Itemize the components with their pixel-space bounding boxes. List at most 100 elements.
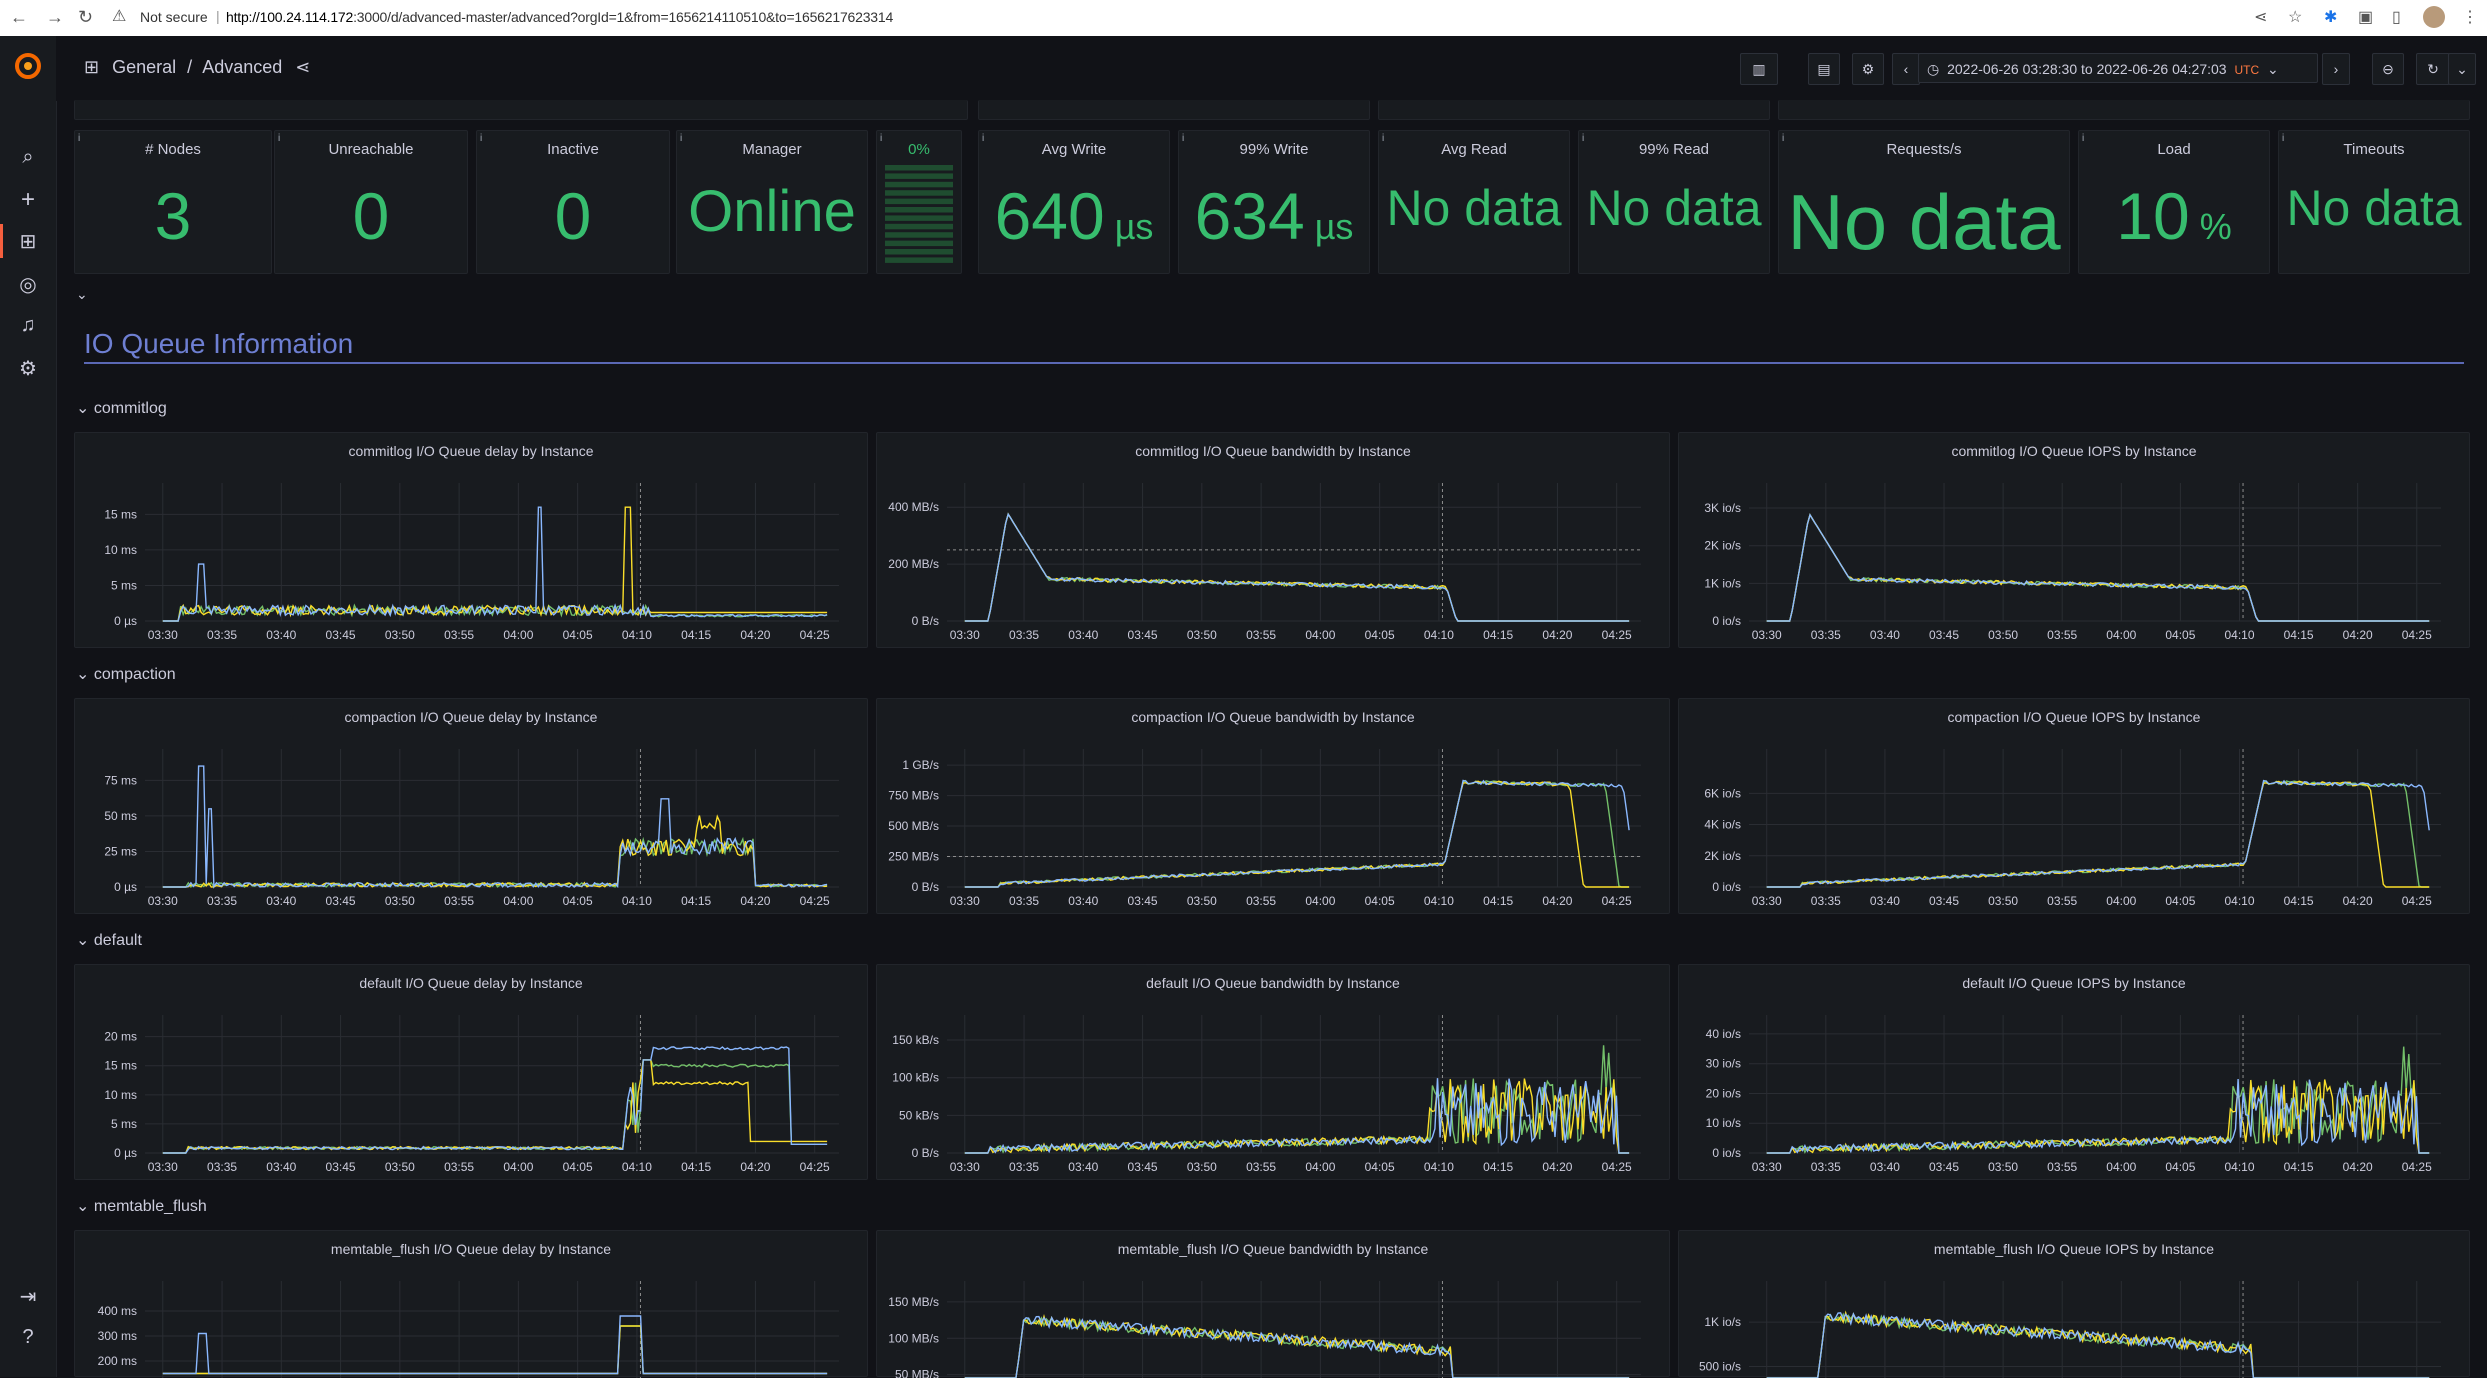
x-tick-label: 04:20 bbox=[740, 894, 770, 908]
x-tick-label: 03:55 bbox=[1246, 1160, 1276, 1174]
y-tick-label: 0 io/s bbox=[1712, 1146, 1741, 1160]
help-icon[interactable]: ? bbox=[17, 1326, 39, 1349]
clock-icon: ◷ bbox=[1927, 61, 1939, 77]
graph-panel[interactable]: memtable_flush I/O Queue delay by Instan… bbox=[74, 1230, 868, 1377]
x-tick-label: 04:10 bbox=[2224, 1160, 2254, 1174]
puzzle-icon[interactable]: ▣ bbox=[2358, 7, 2373, 27]
x-tick-label: 04:25 bbox=[1602, 1160, 1632, 1174]
back-icon[interactable]: ← bbox=[10, 7, 28, 28]
alerting-bell-icon[interactable]: ♫ bbox=[17, 314, 39, 337]
panel-partial-1 bbox=[74, 100, 968, 120]
create-plus-icon[interactable]: + bbox=[17, 186, 39, 214]
row-header[interactable]: ⌄ commitlog bbox=[76, 398, 167, 418]
y-tick-label: 5 ms bbox=[111, 1117, 137, 1131]
series-line bbox=[965, 514, 1629, 621]
extension-icon[interactable]: ✱ bbox=[2324, 7, 2337, 27]
graph-panel[interactable]: compaction I/O Queue bandwidth by Instan… bbox=[876, 698, 1670, 914]
sidebar-toggle-icon[interactable]: ▯ bbox=[2392, 7, 2401, 27]
refresh-interval-button[interactable]: ⌄ bbox=[2448, 53, 2476, 85]
x-tick-label: 04:15 bbox=[681, 628, 711, 642]
series-line bbox=[163, 1060, 827, 1153]
graph-panel[interactable]: commitlog I/O Queue bandwidth by Instanc… bbox=[876, 432, 1670, 648]
x-tick-label: 04:05 bbox=[1365, 1160, 1395, 1174]
x-tick-label: 03:50 bbox=[1988, 1160, 2018, 1174]
y-tick-label: 300 ms bbox=[98, 1329, 137, 1343]
explore-compass-icon[interactable]: ◎ bbox=[17, 272, 39, 297]
search-icon[interactable]: ⌕ bbox=[17, 146, 39, 169]
gauge-segment bbox=[885, 190, 953, 196]
time-forward-button[interactable]: › bbox=[2322, 53, 2350, 85]
reload-icon[interactable]: ↻ bbox=[78, 7, 93, 28]
refresh-button[interactable]: ↻ bbox=[2416, 53, 2450, 85]
stat-number: No data bbox=[1586, 180, 1761, 236]
time-back-button[interactable]: ‹ bbox=[1892, 53, 1920, 85]
dashboards-icon[interactable]: ⊞ bbox=[17, 229, 39, 254]
series-line bbox=[1767, 781, 2430, 887]
share-dashboard-icon[interactable]: ⋖ bbox=[295, 57, 310, 77]
zoom-out-button[interactable]: ⊖ bbox=[2372, 53, 2404, 85]
crumb-dashboard[interactable]: Advanced bbox=[202, 57, 282, 77]
time-picker-button[interactable]: ◷ 2022-06-26 03:28:30 to 2022-06-26 04:2… bbox=[1918, 53, 2318, 83]
grafana-logo-icon[interactable] bbox=[14, 52, 42, 80]
sign-in-icon[interactable]: ⇥ bbox=[17, 1284, 39, 1309]
panel-partial-2 bbox=[978, 100, 1370, 120]
y-tick-label: 10 ms bbox=[104, 1088, 137, 1102]
time-range-text: 2022-06-26 03:28:30 to 2022-06-26 04:27:… bbox=[1947, 61, 2226, 77]
add-panel-button[interactable]: ▥ bbox=[1740, 53, 1778, 85]
url-bar[interactable]: http://100.24.114.172:3000/d/advanced-ma… bbox=[226, 9, 893, 25]
stat-number: No data bbox=[1787, 178, 2060, 266]
kebab-menu-icon[interactable]: ⋮ bbox=[2462, 7, 2478, 27]
configuration-gear-icon[interactable]: ⚙ bbox=[17, 356, 39, 381]
series-line bbox=[965, 781, 1629, 887]
refresh-icon: ↻ bbox=[2427, 61, 2439, 77]
graph-panel[interactable]: memtable_flush I/O Queue IOPS by Instanc… bbox=[1678, 1230, 2470, 1377]
y-tick-label: 2K io/s bbox=[1704, 849, 1741, 863]
sidebar: ⌕ + ⊞ ◎ ♫ ⚙ ⇥ ? bbox=[0, 36, 57, 1377]
graph-canvas: 500 io/s1K io/s bbox=[1679, 1231, 2471, 1378]
crumb-folder[interactable]: General bbox=[112, 57, 176, 77]
y-tick-label: 100 MB/s bbox=[888, 1331, 939, 1345]
dashboard-settings-button[interactable]: ⚙ bbox=[1852, 53, 1884, 85]
graph-panel[interactable]: memtable_flush I/O Queue bandwidth by In… bbox=[876, 1230, 1670, 1377]
x-tick-label: 04:00 bbox=[2106, 628, 2136, 642]
security-label: Not secure bbox=[140, 9, 208, 25]
save-dashboard-button[interactable]: ▤ bbox=[1808, 53, 1840, 85]
star-icon[interactable]: ☆ bbox=[2288, 7, 2302, 27]
row-header[interactable]: ⌄ memtable_flush bbox=[76, 1196, 207, 1216]
x-tick-label: 03:30 bbox=[1752, 894, 1782, 908]
row-header[interactable]: ⌄ default bbox=[76, 930, 142, 950]
forward-icon[interactable]: → bbox=[46, 7, 64, 28]
series-line bbox=[1767, 1313, 2430, 1378]
x-tick-label: 04:10 bbox=[622, 1160, 652, 1174]
x-tick-label: 03:50 bbox=[385, 1160, 415, 1174]
gauge-segment bbox=[885, 224, 953, 230]
breadcrumb: ⊞ General / Advanced ⋖ bbox=[84, 57, 310, 78]
x-tick-label: 04:00 bbox=[1305, 628, 1335, 642]
row-collapse-icon[interactable]: ⌄ bbox=[76, 286, 88, 303]
share-icon[interactable]: ⋖ bbox=[2254, 7, 2267, 27]
row-header[interactable]: ⌄ compaction bbox=[76, 664, 176, 684]
profile-avatar[interactable] bbox=[2423, 6, 2445, 28]
stat-title: Manager bbox=[677, 141, 867, 158]
y-tick-label: 750 MB/s bbox=[888, 789, 939, 803]
